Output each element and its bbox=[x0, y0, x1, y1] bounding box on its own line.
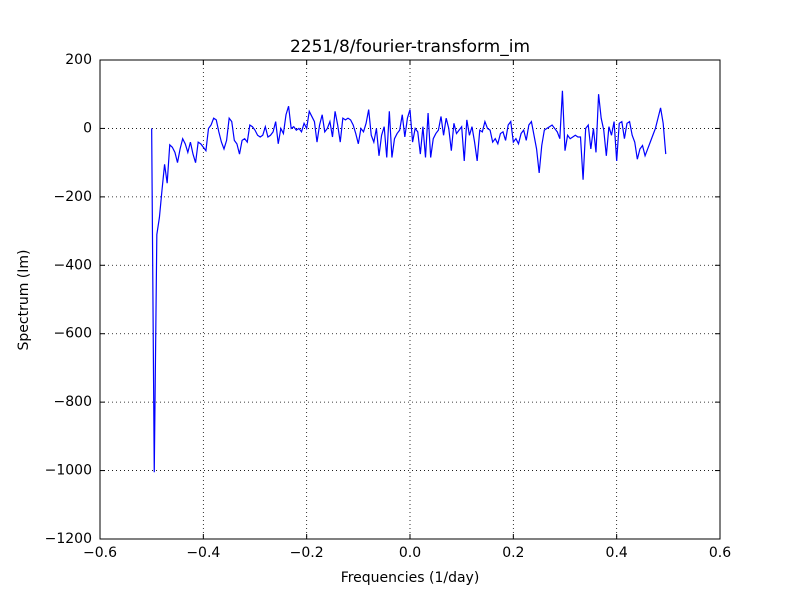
y-tick-label: −800 bbox=[54, 394, 92, 410]
chart-title: 2251/8/fourier-transform_im bbox=[290, 37, 530, 57]
y-tick-label: −200 bbox=[54, 189, 92, 205]
x-tick-label: −0.2 bbox=[290, 545, 324, 561]
y-tick-label: −400 bbox=[54, 257, 92, 273]
x-tick-label: 0.2 bbox=[502, 545, 524, 561]
y-tick-label: 200 bbox=[65, 52, 92, 68]
y-tick-label: −1200 bbox=[45, 531, 92, 547]
x-tick-label: −0.6 bbox=[83, 545, 117, 561]
y-tick-label: −600 bbox=[54, 326, 92, 342]
y-axis-label: Spectrum (Im) bbox=[16, 250, 32, 351]
x-axis-label: Frequencies (1/day) bbox=[341, 570, 480, 586]
y-tick-label: −1000 bbox=[45, 463, 92, 479]
x-tick-label: −0.4 bbox=[186, 545, 220, 561]
x-tick-label: 0.0 bbox=[399, 545, 421, 561]
x-tick-label: 0.4 bbox=[606, 545, 628, 561]
data-line bbox=[151, 90, 667, 473]
y-tick-label: 0 bbox=[83, 120, 92, 136]
x-tick-label: 0.6 bbox=[709, 545, 731, 561]
plot-frame bbox=[99, 59, 721, 540]
